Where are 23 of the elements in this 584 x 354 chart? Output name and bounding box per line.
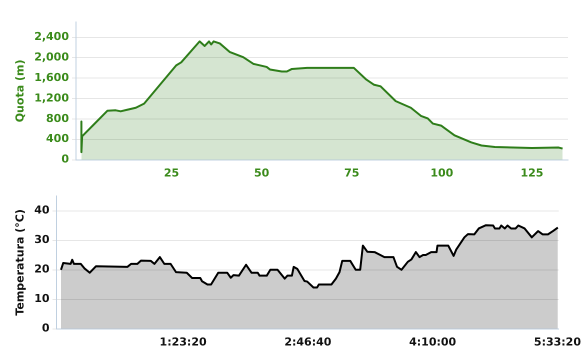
x-tick-label: 5:33:20 <box>534 335 582 348</box>
y-tick-label: 400 <box>46 132 70 146</box>
y-tick-label: 20 <box>34 262 50 276</box>
y-tick-label: 1,200 <box>34 91 70 104</box>
x-tick-label: 50 <box>254 166 270 180</box>
x-tick-label: 125 <box>520 166 544 180</box>
x-tick-label: 1:23:20 <box>160 335 207 348</box>
y-tick-label: 0 <box>42 322 50 335</box>
y-tick-label: 2,400 <box>34 30 70 44</box>
y-tick-label: 2,000 <box>34 50 70 64</box>
y-tick-label: 40 <box>34 204 50 217</box>
x-tick-label: 25 <box>164 166 180 180</box>
y-tick-label: 30 <box>34 233 50 246</box>
x-tick-label: 2:46:40 <box>284 335 332 348</box>
x-tick-label: 75 <box>344 166 360 180</box>
x-tick-label: 100 <box>430 166 454 180</box>
x-tick-label: 4:10:00 <box>409 335 457 348</box>
y-tick-label: 1,600 <box>34 71 70 84</box>
y-tick-label: 800 <box>46 112 70 125</box>
y-axis-title: Temperatura (°C) <box>13 209 26 316</box>
y-axis-title: Quota (m) <box>13 60 26 122</box>
y-tick-label: 10 <box>34 292 50 306</box>
y-tick-label: 0 <box>61 152 70 166</box>
